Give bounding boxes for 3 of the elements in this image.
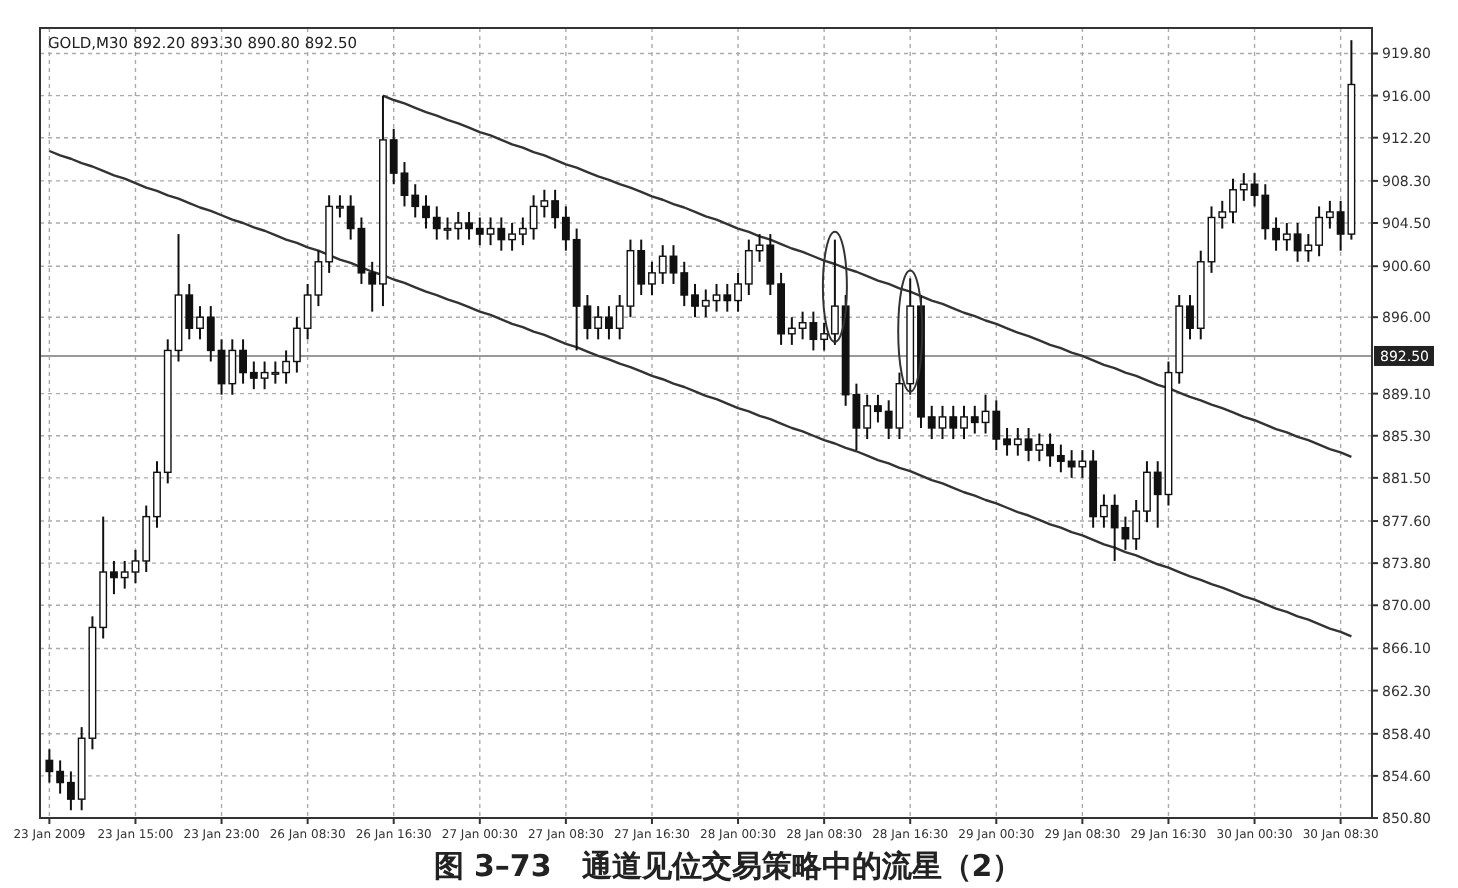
text: 图 3–73 通道见位交易策略中的流星（2） <box>433 848 1023 884</box>
line-series <box>381 94 1353 458</box>
line-series <box>48 149 1353 638</box>
